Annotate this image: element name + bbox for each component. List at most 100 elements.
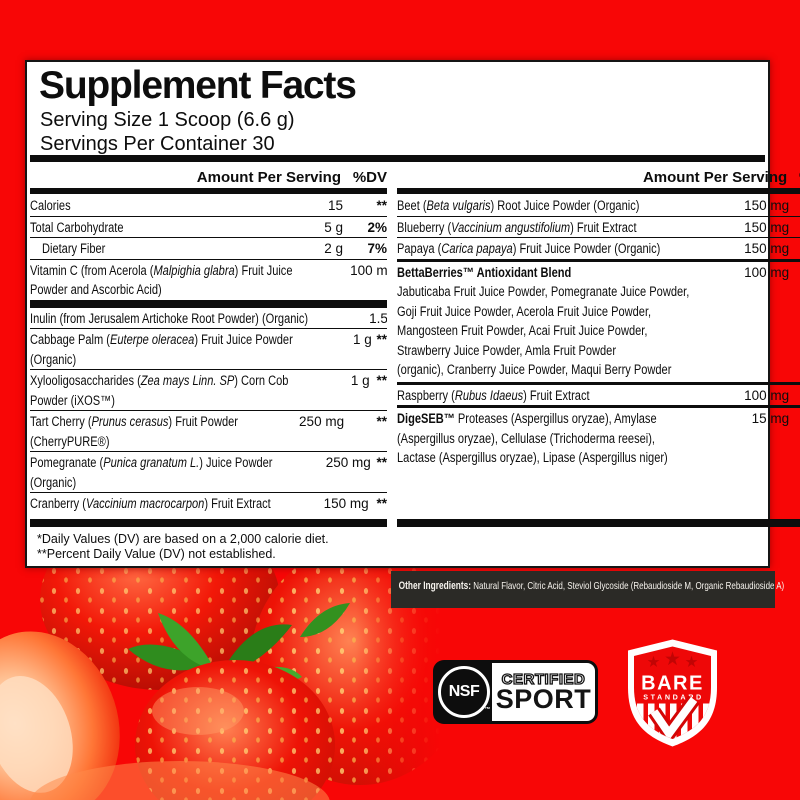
fact-row: Inulin (from Jerusalem Artichoke Root Po… [30,308,387,329]
ingredient-name: Inulin (from Jerusalem Artichoke Root Po… [30,310,309,326]
column-header-left: Amount Per Serving %DV [30,166,387,186]
fact-row: Beet (Beta vulgaris) Root Juice Powder (… [397,195,800,216]
amount-value: 250 mg [299,414,345,429]
amount-value: 1.5 g [369,310,387,326]
nsf-certified-sport-badge: NSF ™ CERTIFIED SPORT [433,660,598,724]
fact-row: Vitamin C (from Acerola (Malpighia glabr… [30,260,387,300]
amount-value: 150 mg [744,219,790,235]
fact-row: Cranberry (Vaccinium macrocarpon) Fruit … [30,493,387,514]
row-separator [397,381,800,385]
row-separator [397,237,800,238]
fact-row: Pomegranate (Punica granatum L.) Juice P… [30,452,387,492]
amount-value: 1 g [353,332,372,347]
ingredient-name: Cabbage Palm (Euterpe oleracea) Fruit Ju… [30,332,293,367]
ingredient-name: Beet (Beta vulgaris) Root Juice Powder (… [397,198,640,213]
ingredient-name: BettaBerries™ Antioxidant Blend [397,264,572,280]
row-separator [30,258,387,260]
dv-value: ** [789,239,800,259]
column-header-right: Amount Per Serving %DV [397,166,800,186]
row-separator [30,215,387,217]
other-ingredients-line: Other Ingredients: Natural Flavor, Citri… [391,571,786,592]
fact-row: Calories 15 ** [30,195,387,216]
ingredient-name: Total Carbohydrate [30,219,124,235]
dv-value: 7% [367,241,387,256]
amount-value: 150 mg [744,241,790,256]
row-separator [30,237,387,238]
ingredient-name: Blueberry (Vaccinium angustifolium) Frui… [397,219,637,235]
row-separator [30,369,387,370]
facts-column-right: Amount Per Serving %DV Beet (Beta vulgar… [397,166,800,527]
amount-value: 150 mg [323,496,369,511]
bare-standard-badge: BARE STANDARD [628,639,717,747]
amount-value: 5 g [324,219,343,235]
fact-row: Dietary Fiber 2 g 7% [30,238,387,259]
nsf-trademark: ™ [484,707,491,713]
fact-rows-left: Calories 15 ** Total Carbohydrate 5 g 2% Dieta… [30,194,387,519]
dv-value: ** [789,263,800,283]
row-separator [397,405,800,408]
serving-size: Serving Size 1 Scoop (6.6 g) [40,109,295,131]
dv-header: %DV [787,169,800,186]
dv-value: 2% [367,219,387,235]
checkmark-icon [648,695,700,739]
dv-value: ** [376,496,387,511]
fact-row: Blueberry (Vaccinium angustifolium) Frui… [397,217,800,238]
sport-label: SPORT [495,683,592,714]
fact-row: Raspberry (Rubus Idaeus) Fruit Extract 10… [397,385,800,406]
column-bottom-bar [30,519,387,527]
ingredient-name: Cranberry (Vaccinium macrocarpon) Fruit … [30,496,271,511]
ingredient-name: Xylooligosaccharides (Zea mays Linn. SP)… [30,373,289,408]
ingredient-name: Dietary Fiber [42,241,106,256]
row-separator [30,328,387,329]
dv-value: ** [789,218,800,238]
dv-value: ** [376,414,387,429]
fact-row: Xylooligosaccharides (Zea mays Linn. SP)… [30,370,387,410]
facts-columns: Amount Per Serving %DV Calories 15 ** Total… [30,166,800,527]
dv-header: %DV [352,169,387,186]
other-ingredients-band: Other Ingredients: Natural Flavor, Citri… [391,571,784,608]
footnote-percent-dv: **Percent Daily Value (DV) not establish… [37,547,276,561]
ingredient-name: Pomegranate (Punica granatum L.) Juice P… [30,455,273,490]
certified-label: CERTIFIED [501,670,586,688]
footnotes: *Daily Values (DV) are based on a 2,000 … [37,532,329,562]
ingredient-name: Tart Cherry (Prunus cerasus) Fruit Powde… [30,414,238,449]
other-ingredients-label: Other Ingredients: [398,580,472,592]
amount-value: 100 mg [744,264,790,280]
panel-title: Supplement Facts [39,64,357,107]
nsf-logo-icon: NSF ™ [438,666,490,718]
ingredient-name: Raspberry (Rubus Idaeus) Fruit Extract [397,387,590,403]
row-separator [30,410,387,411]
ingredient-name: Vitamin C (from Acerola (Malpighia glabr… [30,262,293,298]
bare-wordmark: BARE [641,673,704,695]
dv-value: ** [789,386,800,406]
amount-value: 100 mg [350,262,387,278]
row-separator [30,451,387,452]
fact-row: Cabbage Palm (Euterpe oleracea) Fruit Ju… [30,329,387,369]
fact-row: BettaBerries™ Antioxidant Blend 100 mg** [397,262,800,283]
supplement-facts-panel: Supplement Facts Serving Size 1 Scoop (6… [25,60,800,568]
strawberries-photo [0,545,440,800]
amount-value: 15 mg [751,411,790,426]
header-bar [397,188,800,194]
amount-per-serving-header: Amount Per Serving [196,169,341,186]
row-separator [30,299,387,308]
standard-wordmark: STANDARD [643,693,704,702]
nsf-acronym: NSF [448,683,480,700]
amount-value: 2 g [324,241,343,256]
header-bar [30,188,387,194]
amount-value: 15 [327,198,343,213]
facts-column-left: Amount Per Serving %DV Calories 15 ** Total… [30,166,387,527]
amount-value: 150 mg [744,198,790,213]
fact-rows-right: Beet (Beta vulgaris) Root Juice Powder (… [397,194,800,519]
nsf-badge-left: NSF ™ [436,663,492,721]
fact-row: DigeSEB™ Proteases (Aspergillus oryzae),… [397,408,800,468]
ingredient-name: Calories [30,198,71,213]
dv-value: ** [376,332,387,347]
top-divider-bar [30,155,765,162]
dv-value: ** [376,198,387,213]
fact-row: Tart Cherry (Prunus cerasus) Fruit Powde… [30,411,387,451]
dv-value: ** [789,409,800,429]
dv-value: ** [789,196,800,216]
footnote-daily-values: *Daily Values (DV) are based on a 2,000 … [37,532,329,546]
